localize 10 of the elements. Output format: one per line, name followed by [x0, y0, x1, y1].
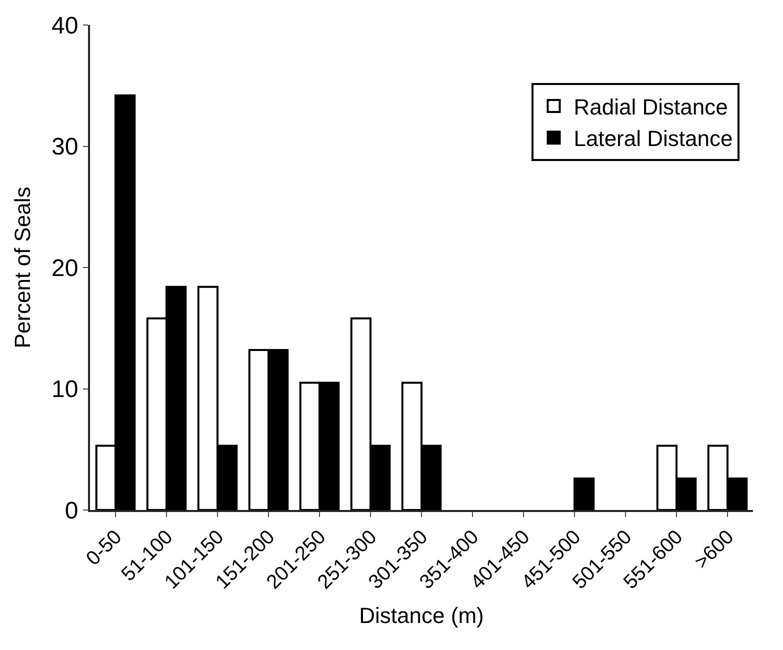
y-tick-label: 30: [51, 134, 78, 161]
y-tick-label: 40: [51, 12, 78, 40]
y-tick-label: 10: [51, 376, 78, 404]
legend-label: Radial Distance: [574, 94, 728, 120]
y-tick-label: 0: [64, 497, 78, 524]
y-axis-title: Percent of Seals: [10, 186, 35, 348]
bar: [574, 477, 595, 510]
legend-label: Lateral Distance: [574, 126, 733, 152]
y-tick-label: 20: [51, 254, 78, 282]
x-axis-title: Distance (m): [359, 602, 484, 628]
